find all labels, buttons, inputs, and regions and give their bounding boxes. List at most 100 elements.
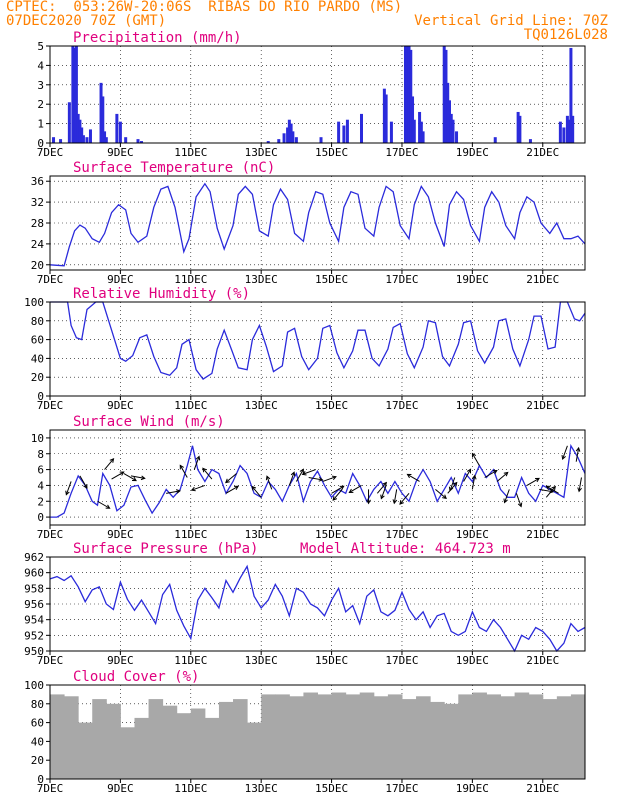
cloud-cover-bar: [134, 717, 150, 779]
cloud-cover-bar: [275, 694, 290, 779]
wind-arrow: [331, 485, 345, 494]
precipitation-bar: [567, 119, 571, 143]
wind-arrow: [225, 473, 237, 484]
precipitation-bar: [403, 46, 407, 143]
precipitation-bar: [136, 139, 140, 143]
cloud-cover-bar: [514, 692, 530, 779]
wind-ytick-label: 6: [37, 464, 44, 477]
precipitation-xtick-label: 13DEC: [245, 146, 278, 159]
temperature-xtick-label: 13DEC: [245, 273, 278, 286]
wind-arrow: [376, 481, 388, 494]
header-line1: CPTEC: 053:26W-20:06S RIBAS DO RIO PARDO…: [6, 0, 403, 15]
cloud-cover-bar: [176, 713, 192, 779]
temperature-xtick-label: 19DEC: [456, 273, 489, 286]
wind-arrow: [288, 471, 296, 486]
wind-arrow: [503, 489, 510, 504]
cloud-cover-ytick-label: 0: [37, 773, 44, 786]
cloud-cover-bar: [148, 699, 164, 779]
precipitation-xtick-label: 15DEC: [315, 146, 348, 159]
precipitation-bar: [319, 137, 323, 143]
precipitation-bar: [516, 111, 520, 143]
wind-xtick-label: 15DEC: [315, 528, 348, 541]
wind-panel: Surface Wind (m/s) 0 2 4 6 8 10 7DEC 9DEC 11DEC 13…: [31, 414, 586, 541]
temperature-frame: [49, 175, 586, 271]
precipitation-bar: [562, 127, 566, 143]
cloud-cover-bar: [500, 696, 516, 779]
wind-arrow: [399, 493, 410, 505]
cloud-cover-bar: [78, 722, 93, 779]
wind-arrow: [380, 485, 387, 500]
precipitation-bar: [455, 131, 459, 143]
wind-arrow: [104, 458, 115, 470]
wind-xtick-label: 13DEC: [245, 528, 278, 541]
cloud-cover-xtick-label: 13DEC: [245, 782, 278, 795]
cloud-cover-bar: [570, 694, 586, 779]
cloud-cover-bar: [416, 696, 431, 779]
pressure-subtitle: Model Altitude: 464.723 m: [300, 541, 511, 557]
wind-xtick-label: 21DEC: [526, 528, 559, 541]
precipitation-bar: [421, 131, 425, 143]
cloud-cover-bar: [401, 699, 417, 779]
wind-arrow: [179, 464, 188, 478]
cloud-cover-bar: [542, 699, 558, 779]
precipitation-bar: [444, 49, 448, 143]
precipitation-bar: [289, 123, 293, 143]
precipitation-bar: [52, 137, 56, 143]
pressure-ytick-label: 954: [24, 614, 44, 627]
wind-ytick-label: 10: [31, 432, 44, 445]
cloud-cover-bar: [233, 699, 248, 779]
cloud-cover-xtick-label: 17DEC: [385, 782, 418, 795]
precipitation-bar: [345, 119, 349, 143]
precipitation-bar: [342, 125, 346, 143]
humidity-ytick-label: 40: [31, 352, 44, 365]
pressure-xtick-label: 17DEC: [385, 654, 418, 667]
precipitation-ytick-label: 1: [37, 118, 44, 131]
cloud-cover-ytick-label: 80: [31, 698, 44, 711]
pressure-ytick-label: 960: [24, 567, 44, 580]
temperature-xtick-label: 15DEC: [315, 273, 348, 286]
precipitation-bar: [115, 113, 119, 143]
precipitation-ytick-label: 4: [37, 59, 44, 72]
pressure-xtick-label: 21DEC: [526, 654, 559, 667]
wind-arrow: [366, 489, 371, 505]
precipitation-bar: [76, 113, 80, 143]
precipitation-bar: [412, 119, 416, 143]
pressure-ytick-label: 950: [24, 645, 44, 658]
pressure-xtick-label: 15DEC: [315, 654, 348, 667]
precipitation-xtick-label: 21DEC: [526, 146, 559, 159]
precipitation-bar: [407, 46, 411, 143]
wind-arrow: [545, 485, 559, 494]
wind-arrow: [577, 477, 582, 493]
precipitation-ytick-label: 5: [37, 40, 44, 53]
precipitation-bar: [103, 131, 107, 143]
precipitation-ytick-label: 3: [37, 79, 44, 92]
wind-arrow: [295, 468, 304, 482]
pressure-title: Surface Pressure (hPa): [73, 541, 258, 557]
pressure-frame: [49, 556, 586, 652]
precipitation-xtick-label: 7DEC: [37, 146, 64, 159]
precipitation-bar: [337, 121, 341, 143]
cloud-cover-bar: [190, 708, 206, 779]
temperature-ytick-label: 36: [31, 175, 44, 188]
pressure-ytick-label: 956: [24, 598, 44, 611]
humidity-series-line: [50, 301, 586, 380]
humidity-panel: Relative Humidity (%) 0 20 40 60 80 100 7DEC 9DE…: [24, 286, 586, 412]
precipitation-bar: [286, 127, 290, 143]
cloud-cover-bar: [247, 722, 262, 779]
wind-ytick-label: 0: [37, 511, 44, 524]
precipitation-bar: [518, 115, 522, 143]
precipitation-bar: [101, 96, 105, 143]
wind-arrow: [332, 489, 343, 501]
cloud-cover-bar: [528, 694, 544, 779]
wind-arrow: [515, 493, 523, 508]
wind-xtick-label: 19DEC: [456, 528, 489, 541]
precipitation-bar: [282, 133, 286, 143]
temperature-panel: Surface Temperature (nC) 20 24 28 32 36 7DEC 9D…: [31, 160, 586, 286]
precipitation-bar: [287, 119, 291, 143]
pressure-ytick-label: 958: [24, 582, 44, 595]
pressure-xtick-label: 13DEC: [245, 654, 278, 667]
precipitation-ytick-label: 0: [37, 137, 44, 150]
precipitation-bar: [104, 137, 108, 143]
precipitation-bar: [446, 82, 450, 143]
precipitation-frame: [49, 45, 586, 144]
